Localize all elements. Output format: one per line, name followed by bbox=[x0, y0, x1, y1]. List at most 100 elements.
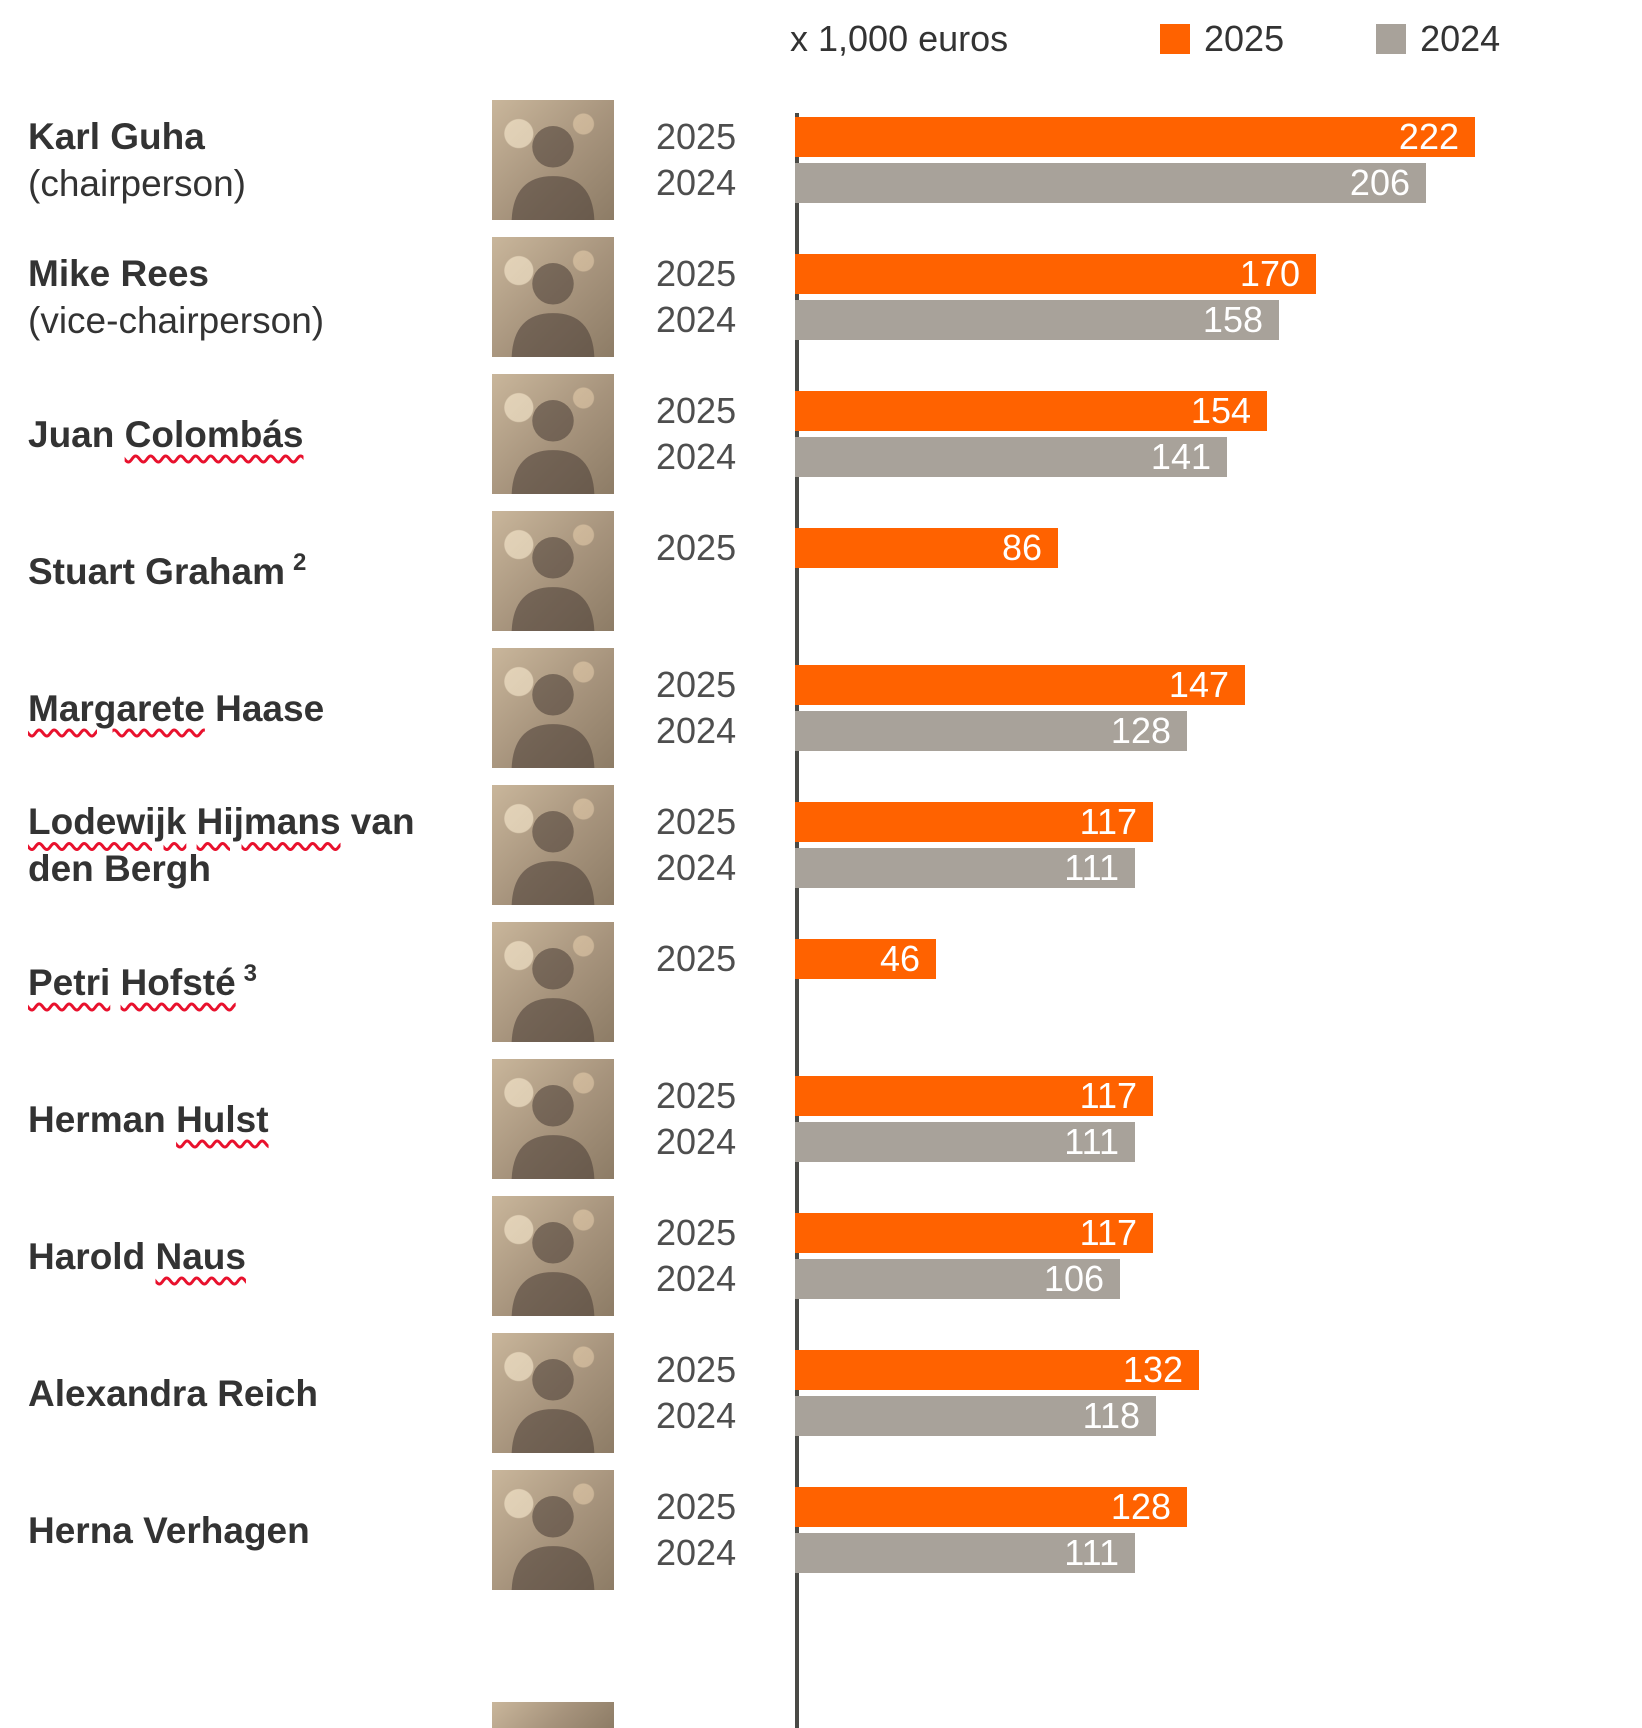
bar-row-2025: 2025 170 bbox=[614, 253, 1642, 294]
person-photo-placeholder bbox=[511, 1496, 595, 1590]
year-label: 2025 bbox=[656, 1486, 737, 1527]
legend: 2025 2024 bbox=[1160, 18, 1500, 60]
avatar bbox=[492, 1333, 614, 1453]
bar-row-2024: 2024 118 bbox=[614, 1395, 1642, 1436]
person-row: Stuart Graham 2 2025 86 bbox=[28, 511, 1642, 631]
bar-2025: 46 bbox=[795, 939, 936, 979]
avatar bbox=[492, 785, 614, 905]
person-bars: 2025 86 bbox=[614, 511, 1642, 631]
spellcheck-squiggle-text: Petri bbox=[28, 961, 111, 1003]
person-name-text: (chairperson) bbox=[28, 163, 246, 204]
spellcheck-squiggle-text: Naus bbox=[155, 1235, 246, 1277]
bar-row-2025: 2025 154 bbox=[614, 390, 1642, 431]
person-photo-placeholder bbox=[511, 1085, 595, 1179]
person-name-text: (vice-chairperson) bbox=[28, 300, 325, 341]
bar-row-2025: 2025 117 bbox=[614, 1212, 1642, 1253]
bar-row-2024: 2024 106 bbox=[614, 1258, 1642, 1299]
bar-2024: 111 bbox=[795, 1533, 1135, 1573]
legend-item-2024: 2024 bbox=[1376, 18, 1500, 60]
legend-label-2024: 2024 bbox=[1420, 18, 1501, 59]
chart-rows: Karl Guha (chairperson) 2025 222 2024 206 Mi… bbox=[28, 100, 1642, 1590]
unit-label: x 1,000 euros bbox=[790, 18, 1009, 59]
bar-row-2025: 2025 46 bbox=[614, 938, 1642, 979]
bar-row-2025: 2025 117 bbox=[614, 801, 1642, 842]
person-photo-placeholder bbox=[511, 1359, 595, 1453]
year-label: 2025 bbox=[656, 938, 737, 979]
person-name-text: Herna Verhagen bbox=[28, 1509, 310, 1551]
bar-row-2025: 2025 128 bbox=[614, 1486, 1642, 1527]
person-bars: 2025 128 2024 111 bbox=[614, 1470, 1642, 1590]
spellcheck-squiggle-text: Hofsté bbox=[120, 961, 236, 1003]
bar-row-2024: 2024 141 bbox=[614, 436, 1642, 477]
bar-value: 117 bbox=[1079, 801, 1137, 842]
person-name: Margarete Haase bbox=[28, 648, 492, 768]
person-name-text: Juan bbox=[28, 413, 125, 455]
person-name: Lodewijk Hijmans van den Bergh bbox=[28, 785, 492, 905]
year-label: 2025 bbox=[656, 1212, 737, 1253]
bar-value: 170 bbox=[1239, 253, 1300, 294]
person-name-text: Mike Rees bbox=[28, 253, 209, 294]
person-name-line: den Bergh bbox=[28, 845, 492, 892]
person-name: Herman Hulst bbox=[28, 1059, 492, 1179]
legend-swatch-2024-icon bbox=[1376, 24, 1407, 54]
person-name: Stuart Graham 2 bbox=[28, 511, 492, 631]
person-name-text: Haase bbox=[204, 687, 325, 729]
person-bars: 2025 117 2024 111 bbox=[614, 785, 1642, 905]
person-name-line: Harold Naus bbox=[28, 1233, 492, 1280]
bar-value: 117 bbox=[1079, 1212, 1137, 1253]
bar-value: 46 bbox=[879, 938, 920, 979]
person-bars: 2025 154 2024 141 bbox=[614, 374, 1642, 494]
person-name-line: Stuart Graham 2 bbox=[28, 548, 492, 595]
person-bars: 2025 132 2024 118 bbox=[614, 1333, 1642, 1453]
bar-value: 154 bbox=[1190, 390, 1251, 431]
person-photo-placeholder bbox=[511, 126, 595, 220]
year-label: 2025 bbox=[656, 1075, 737, 1116]
year-label: 2024 bbox=[656, 162, 737, 203]
bar-value: 222 bbox=[1398, 116, 1459, 157]
bar-value: 128 bbox=[1110, 710, 1171, 751]
bar-value: 158 bbox=[1202, 299, 1263, 340]
year-label: 2025 bbox=[656, 801, 737, 842]
person-name-text: Alexandra Reich bbox=[28, 1372, 318, 1414]
bar-row-2025: 2025 147 bbox=[614, 664, 1642, 705]
person-row: Herna Verhagen 2025 128 2024 111 bbox=[28, 1470, 1642, 1590]
bar-row-2025: 2025 132 bbox=[614, 1349, 1642, 1390]
year-label: 2024 bbox=[656, 299, 737, 340]
person-name-text: Harold bbox=[28, 1235, 156, 1277]
person-bars: 2025 222 2024 206 bbox=[614, 100, 1642, 220]
spellcheck-squiggle-text: Hulst bbox=[176, 1098, 269, 1140]
person-name: Karl Guha (chairperson) bbox=[28, 100, 492, 220]
chart-header: x 1,000 euros 2025 2024 bbox=[0, 12, 1642, 64]
person-name-line: Juan Colombás bbox=[28, 411, 492, 458]
bar-2024: 158 bbox=[795, 300, 1279, 340]
year-label: 2024 bbox=[656, 436, 737, 477]
person-bars: 2025 170 2024 158 bbox=[614, 237, 1642, 357]
person-name-line: Herna Verhagen bbox=[28, 1507, 492, 1554]
person-name-line: (chairperson) bbox=[28, 160, 492, 207]
bar-value: 111 bbox=[1064, 1121, 1119, 1162]
person-name-text: Karl Guha bbox=[28, 116, 205, 157]
bar-row-2025: 2025 86 bbox=[614, 527, 1642, 568]
person-bars: 2025 46 bbox=[614, 922, 1642, 1042]
spellcheck-squiggle-text: Margarete bbox=[28, 687, 205, 729]
bar-value: 206 bbox=[1349, 162, 1410, 203]
year-label: 2025 bbox=[656, 527, 737, 568]
bar-2025: 117 bbox=[795, 1213, 1153, 1253]
person-photo-placeholder bbox=[511, 400, 595, 494]
year-label: 2025 bbox=[656, 390, 737, 431]
bar-value: 86 bbox=[1001, 527, 1042, 568]
person-name-text bbox=[186, 801, 196, 842]
bar-2024: 206 bbox=[795, 163, 1426, 203]
legend-item-2025: 2025 bbox=[1160, 18, 1284, 60]
spellcheck-squiggle-text: Colombás bbox=[124, 413, 304, 455]
year-label: 2025 bbox=[656, 116, 737, 157]
bar-2025: 154 bbox=[795, 391, 1267, 431]
person-row: Herman Hulst 2025 117 2024 111 bbox=[28, 1059, 1642, 1179]
avatar bbox=[492, 237, 614, 357]
person-name: Alexandra Reich bbox=[28, 1333, 492, 1453]
bar-row-2024: 2024 111 bbox=[614, 1532, 1642, 1573]
bar-row-2024: 2024 111 bbox=[614, 1121, 1642, 1162]
person-name-text: den Bergh bbox=[28, 848, 211, 889]
person-row: Lodewijk Hijmans van den Bergh 2025 117 202… bbox=[28, 785, 1642, 905]
